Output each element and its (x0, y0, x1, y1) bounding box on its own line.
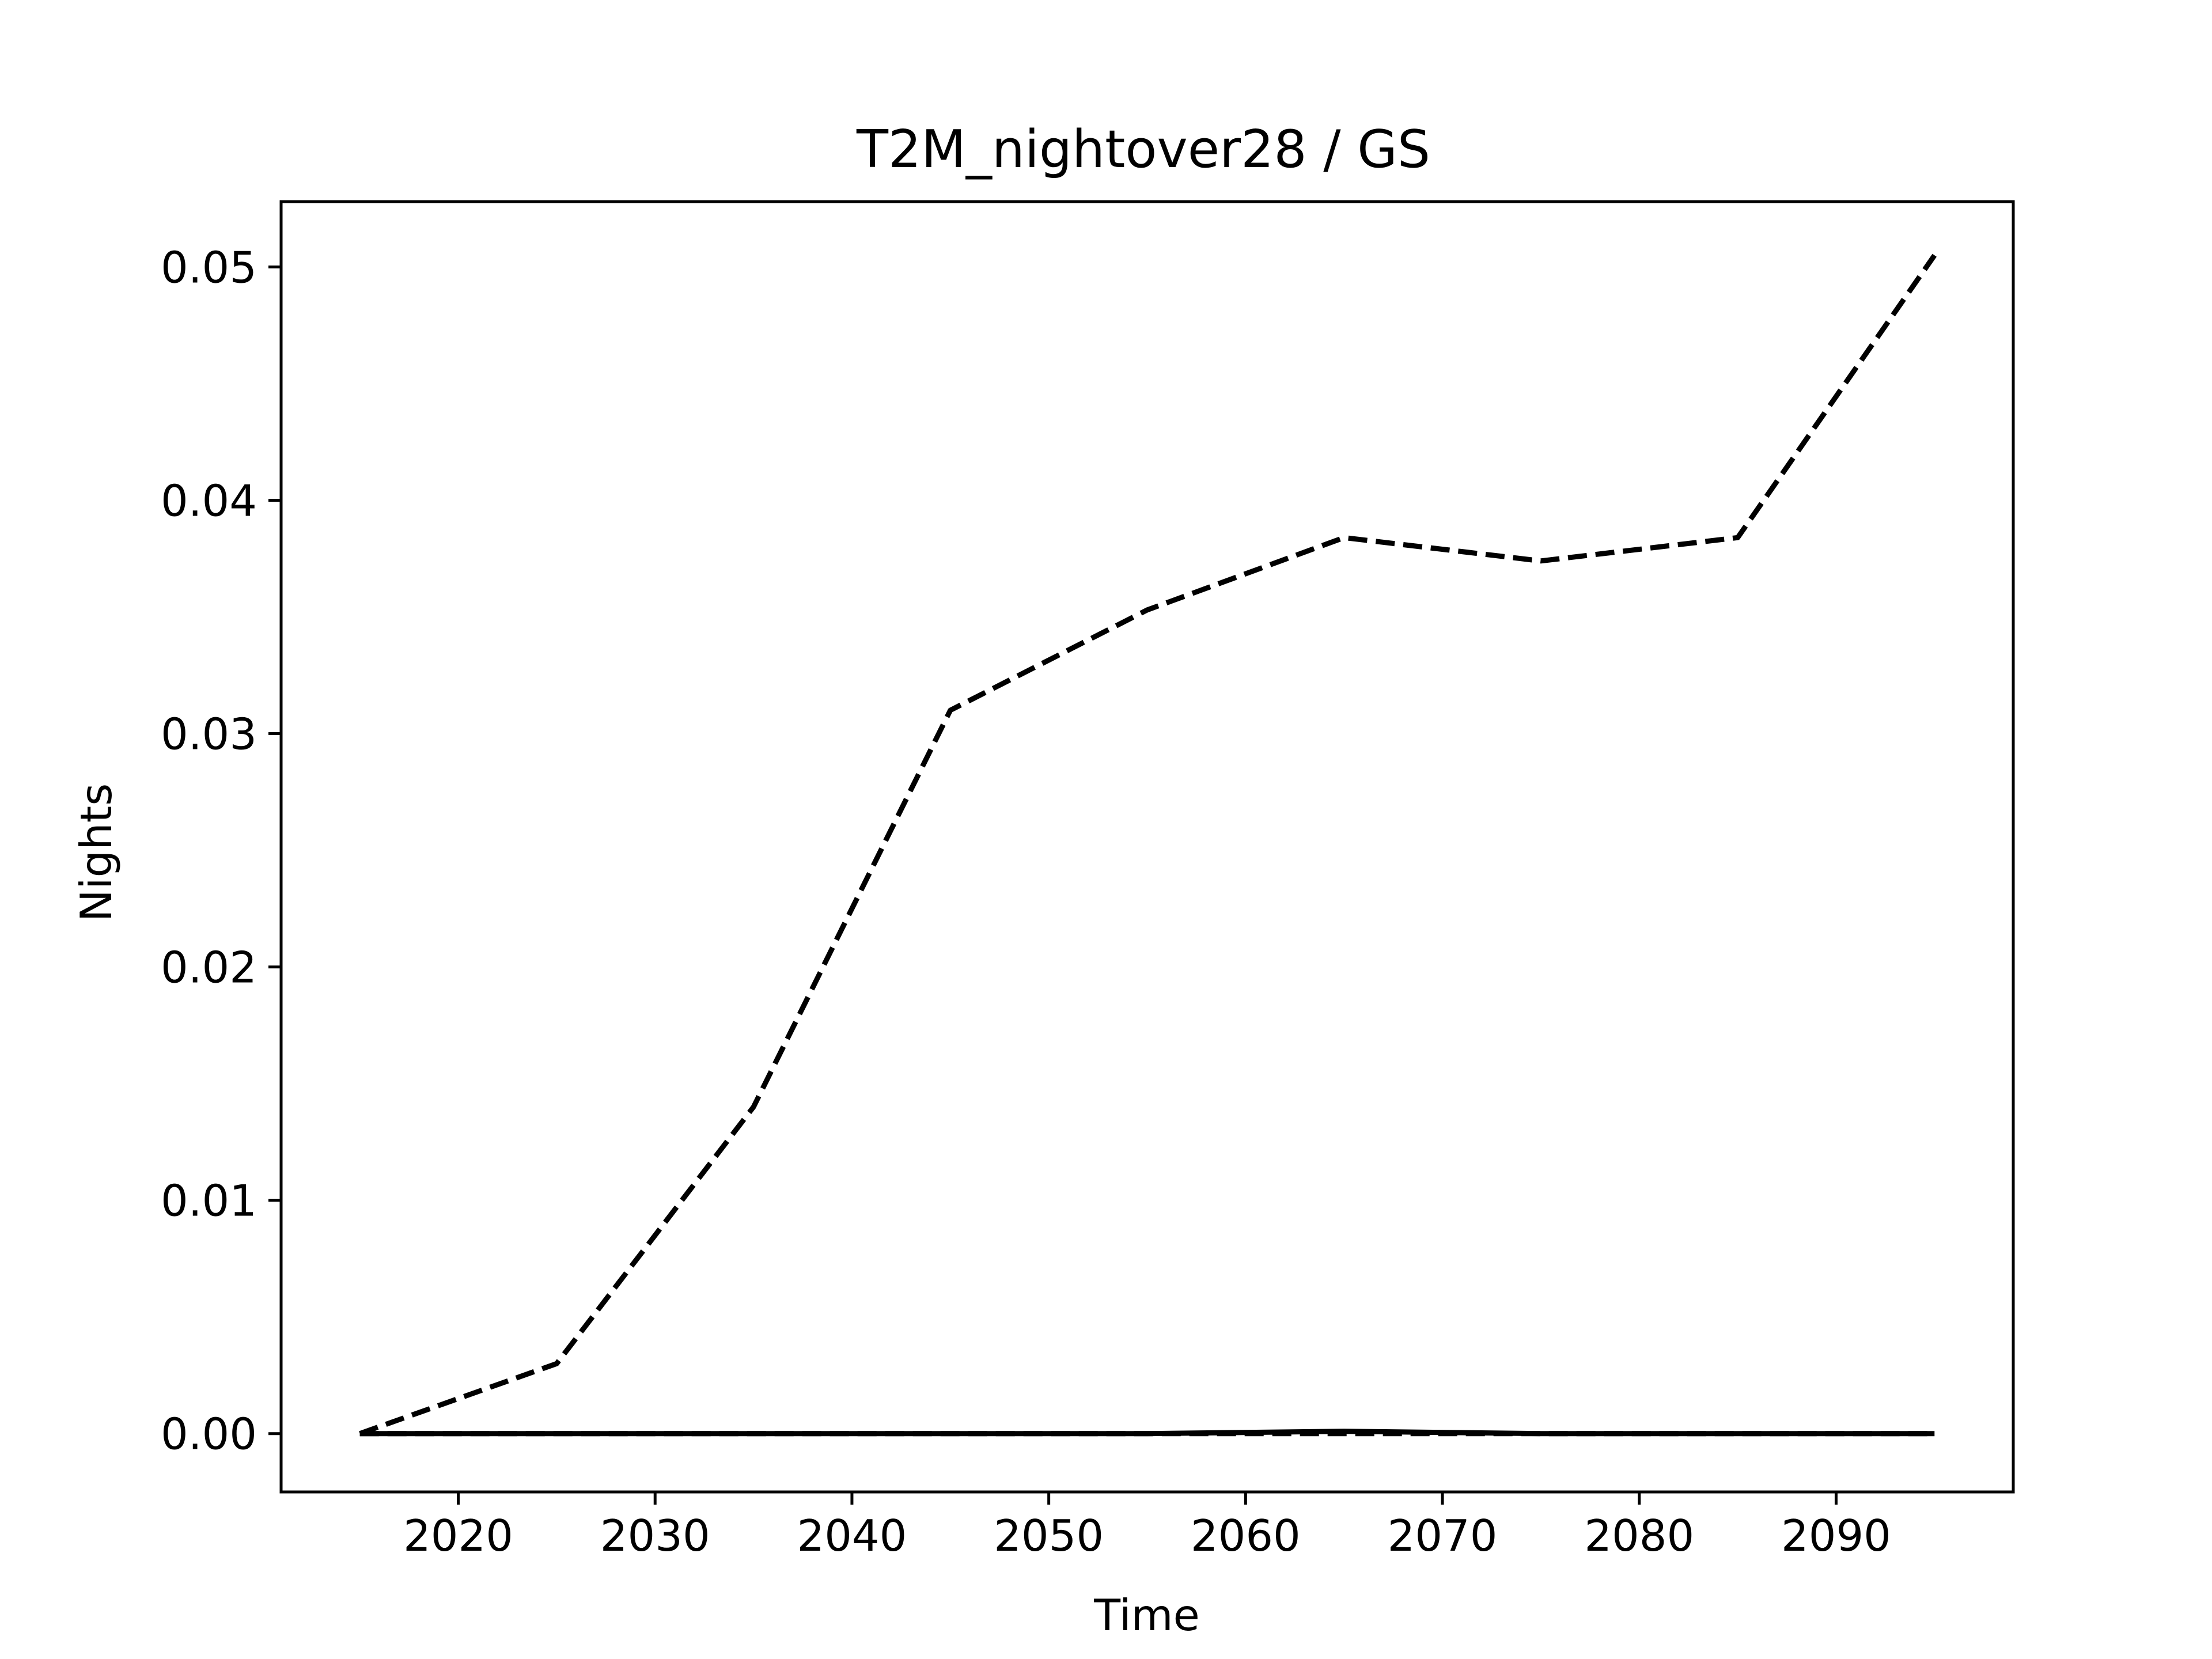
series-layer (359, 253, 1937, 1437)
x-tick-label: 2030 (600, 1510, 710, 1561)
x-axis-title: Time (1093, 1590, 1200, 1641)
x-tick-label: 2050 (994, 1510, 1104, 1561)
y-tick-label: 0.02 (161, 942, 257, 993)
y-tick-label: 0.05 (161, 242, 257, 293)
x-tick-label: 2070 (1388, 1510, 1498, 1561)
y-axis-title: Nights (71, 783, 122, 922)
x-axis: 2020 2030 2040 2050 2060 2070 2080 2090 (403, 1492, 1891, 1561)
x-tick-label: 2090 (1781, 1510, 1891, 1561)
plot-frame (279, 200, 2015, 1494)
x-tick-label: 2080 (1584, 1510, 1694, 1561)
x-tick-label: 2040 (797, 1510, 907, 1561)
y-axis: 0.00 0.01 0.02 0.03 0.04 0.05 (161, 242, 281, 1460)
x-tick-label: 2020 (403, 1510, 513, 1561)
y-tick-label: 0.03 (161, 709, 257, 760)
x-tick-label: 2060 (1191, 1510, 1301, 1561)
chart-title: T2M_nightover28 / GS (856, 119, 1430, 180)
series-line-1 (359, 253, 1937, 1436)
y-tick-label: 0.00 (161, 1409, 257, 1460)
y-tick-label: 0.01 (161, 1176, 257, 1226)
y-tick-label: 0.04 (161, 475, 257, 526)
